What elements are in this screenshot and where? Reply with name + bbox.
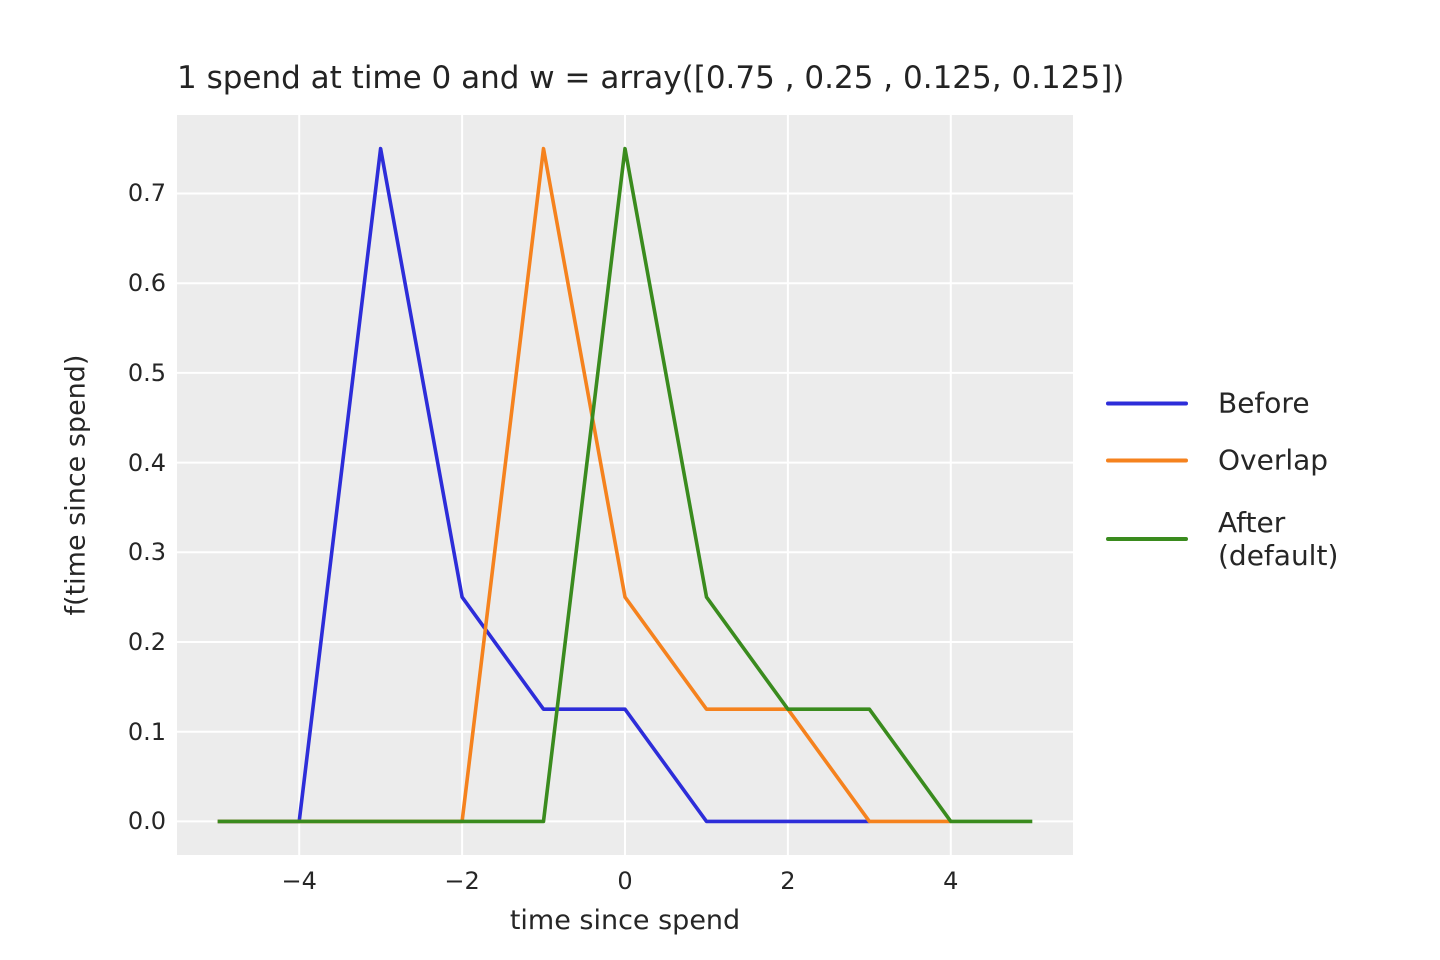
y-tick-label: 0.0 — [127, 807, 166, 836]
legend-line-sample — [1106, 401, 1188, 405]
legend-item: Before — [1106, 386, 1310, 419]
x-tick-label: 0 — [617, 867, 633, 895]
x-axis-label: time since spend — [509, 905, 741, 936]
y-tick-label: 0.2 — [127, 627, 166, 656]
chart-title: 1 spend at time 0 and w = array([0.75 , … — [177, 60, 1125, 96]
x-tick-label: −4 — [281, 867, 317, 895]
y-tick-label: 0.4 — [127, 448, 166, 477]
y-tick-label: 0.1 — [127, 717, 166, 746]
y-tick-label: 0.7 — [127, 179, 166, 208]
legend-line-sample — [1106, 537, 1188, 541]
series-line-after — [217, 146, 1033, 824]
legend-item: Overlap — [1106, 443, 1328, 476]
y-tick-label: 0.3 — [127, 538, 166, 567]
legend-item: After (default) — [1106, 506, 1338, 572]
plot-canvas — [177, 115, 1073, 855]
plot-area — [177, 115, 1073, 855]
legend-line-sample — [1106, 458, 1188, 462]
x-tick-label: 4 — [943, 867, 959, 895]
y-tick-label: 0.5 — [127, 358, 166, 387]
legend-item-label: Overlap — [1218, 443, 1329, 477]
series-line-before — [217, 146, 870, 824]
legend-item-label: After (default) — [1218, 505, 1339, 572]
legend-item-label: Before — [1218, 386, 1310, 420]
x-tick-label: 2 — [780, 867, 796, 895]
y-tick-label: 0.6 — [127, 269, 166, 298]
x-tick-label: −2 — [444, 867, 480, 895]
